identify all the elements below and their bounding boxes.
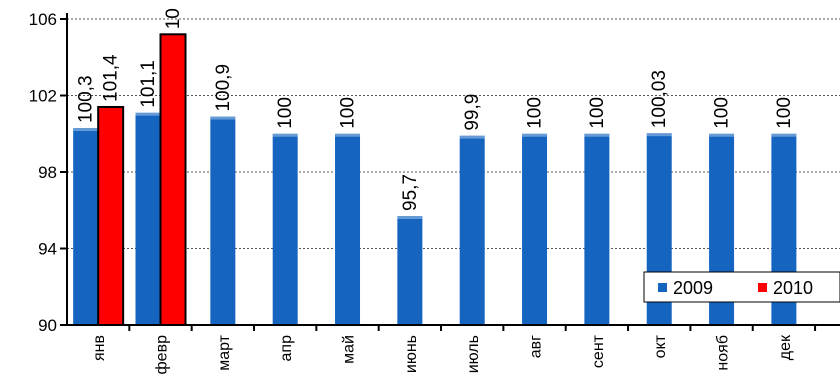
bar-2009-highlight [522,133,548,137]
axes [60,13,840,331]
bar-2009-highlight [584,133,610,137]
bar-2009-0 [73,128,99,325]
legend-label-2009: 2009 [673,278,713,298]
bars [73,33,797,327]
data-label-2009: 100 [587,97,608,129]
x-tick-label: сент [590,334,607,368]
bar-2009-7 [522,133,548,325]
x-tick-label: июль [465,335,482,373]
data-label-2009: 95,7 [400,174,421,211]
legend-swatch-2010 [758,283,767,292]
data-label-2009: 100,3 [76,75,97,123]
data-label-2009: 100 [338,97,359,129]
bar-2009-highlight [135,112,161,116]
y-tick-label: 102 [29,87,57,106]
x-tick-label: нояб [715,335,732,371]
x-tick-label: март [216,334,233,370]
x-tick-label: февр [154,335,171,375]
bar-2009-highlight [210,116,236,120]
data-label-2009: 99,9 [462,94,483,131]
x-tick-label: янв [91,335,108,361]
legend: 2009 2010 [643,271,840,303]
data-label-2009: 100,9 [213,64,234,112]
data-label-2009: 100 [275,97,296,129]
bar-2009-highlight [709,133,735,137]
bar-2009-4 [335,133,361,325]
bar-2010-0 [97,105,125,326]
data-label-2010: 101,4 [101,54,122,102]
bar-2009-highlight [459,135,485,139]
y-tick-label: 90 [38,316,57,335]
x-tick-labels: янв февр март апр май июнь июль авг сент окт нояб д… [91,334,794,374]
data-label-2009: 100 [712,97,733,129]
x-tick-label: апр [278,335,295,362]
bar-2009-3 [272,133,298,325]
bar-2009-highlight [771,133,797,137]
x-tick-label: май [341,335,358,364]
x-tick-label: авг [528,335,545,358]
data-label-2010: 10 [163,8,184,29]
data-labels: 100,3 101,4 101,1 10 100,9 100 100 95,7 99,9 100 1… [76,8,795,211]
x-tick-label: окт [652,334,669,358]
legend-box [643,271,840,303]
data-label-2009: 101,1 [138,60,159,108]
legend-swatch-2009 [658,283,667,292]
bar-2009-highlight [272,133,298,137]
y-tick-label: 98 [38,163,57,182]
data-label-2009: 100 [525,97,546,129]
bar-2009-1 [135,112,161,326]
x-tick-label: дек [777,334,794,360]
bar-2010-1 [159,33,187,327]
bar-2009-highlight [397,215,423,219]
bar-2009-highlight [335,133,361,137]
data-label-2009: 100 [774,97,795,129]
bar-2009-6 [459,135,485,325]
x-tick-label: июнь [403,335,420,373]
bar-2009-highlight [73,128,99,132]
bar-2009-5 [397,215,423,325]
y-tick-label: 94 [38,240,57,259]
bar-2009-2 [210,116,236,325]
data-label-2009: 100,03 [649,70,670,128]
bar-2009-highlight [646,133,672,137]
legend-label-2010: 2010 [773,278,813,298]
bar-2009-8 [584,133,610,325]
y-tick-labels: 90 94 98 102 106 [29,10,57,335]
y-tick-label: 106 [29,10,57,29]
